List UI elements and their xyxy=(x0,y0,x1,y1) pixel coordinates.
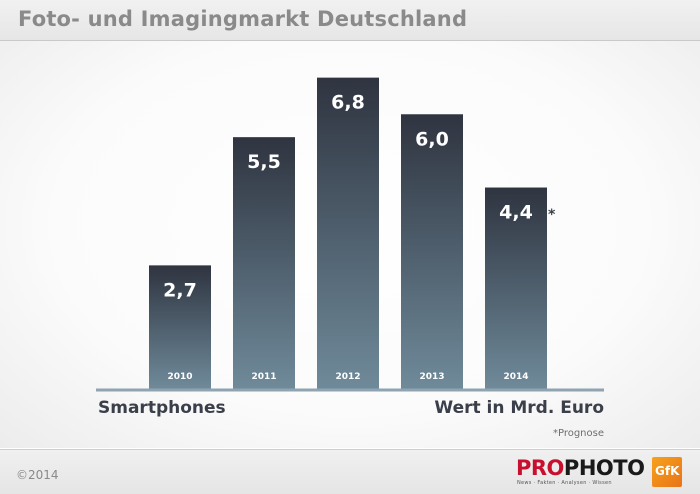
x-tick-label-2011: 2011 xyxy=(251,372,276,382)
footer-bar: ©2014 PROPHOTO News · Fakten · Analysen … xyxy=(0,449,700,494)
chart-area: 2,7 2010 5,5 2011 6,8 2012 6,0 2013 4,4 2014 * xyxy=(0,41,700,448)
x-tick-label-2010: 2010 xyxy=(167,372,192,382)
logo-pro-text: PRO xyxy=(516,456,564,480)
x-tick-label-2013: 2013 xyxy=(419,372,444,382)
bar-2013 xyxy=(401,114,463,390)
bar-value-label-2010: 2,7 xyxy=(163,279,197,301)
gfk-logo-text: GfK xyxy=(655,464,680,478)
series-label: Smartphones xyxy=(98,398,226,418)
header-bar: Foto- und Imagingmarkt Deutschland xyxy=(0,0,700,41)
logo-tagline: News · Fakten · Analysen · Wissen xyxy=(517,480,612,486)
bar-2011 xyxy=(233,137,295,389)
logo-photo-text: PHOTO xyxy=(563,456,645,480)
bar-value-label-2011: 5,5 xyxy=(247,151,281,173)
gfk-logo: GfK xyxy=(652,457,682,487)
x-tick-label-2012: 2012 xyxy=(335,372,360,382)
bar-2014 xyxy=(485,187,547,389)
prophoto-logo-text: PROPHOTO xyxy=(516,456,645,480)
bar-2010 xyxy=(149,265,211,389)
chart-title: Foto- und Imagingmarkt Deutschland xyxy=(18,7,468,31)
prophoto-logo: PROPHOTO News · Fakten · Analysen · Wiss… xyxy=(516,456,645,490)
copyright-text: ©2014 xyxy=(16,468,59,482)
bar-value-label-2013: 6,0 xyxy=(415,128,449,150)
x-tick-label-2014: 2014 xyxy=(503,372,528,382)
bar-chart: 2,7 2010 5,5 2011 6,8 2012 6,0 2013 4,4 2014 xyxy=(96,77,604,392)
unit-label: Wert in Mrd. Euro xyxy=(434,398,604,418)
forecast-asterisk: * xyxy=(548,207,556,223)
bar-2012 xyxy=(317,77,379,389)
bar-value-label-2012: 6,8 xyxy=(331,92,365,114)
bar-value-label-2014: 4,4 xyxy=(499,202,533,224)
footnote-prognose: *Prognose xyxy=(552,428,604,439)
